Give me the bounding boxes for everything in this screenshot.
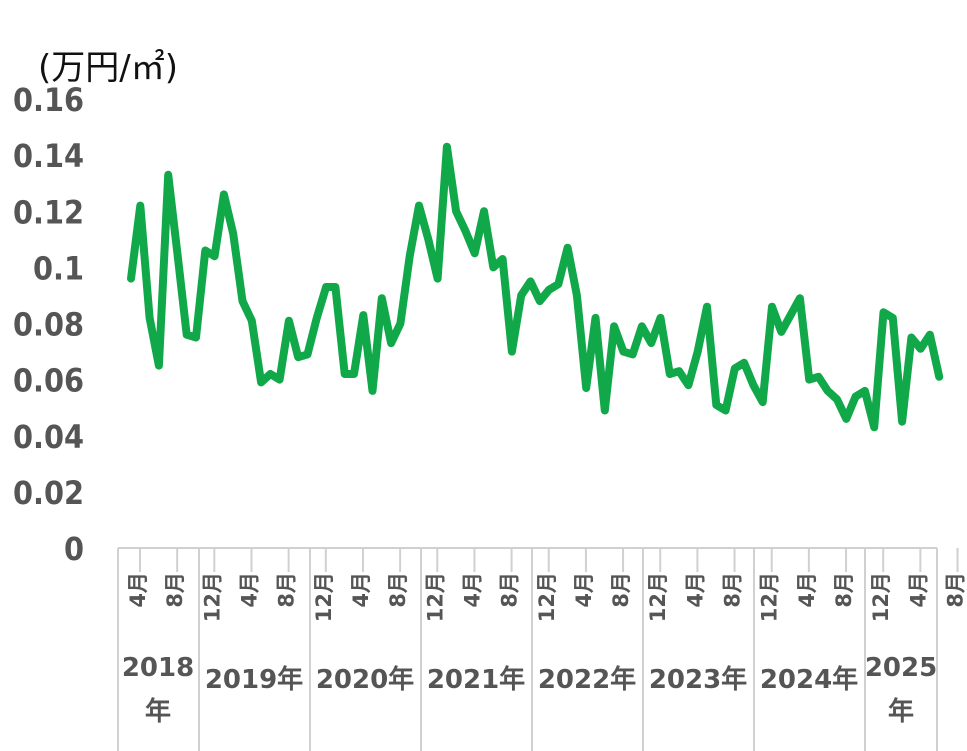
x-tick-label: 4月 <box>126 572 150 608</box>
year-label: 2022年 <box>538 664 636 695</box>
x-tick-label: 4月 <box>683 572 707 608</box>
x-tick-label: 12月 <box>646 572 670 622</box>
x-tick-label: 8月 <box>163 572 187 608</box>
year-label: 2019年 <box>205 664 303 695</box>
x-tick-label: 8月 <box>386 572 410 608</box>
y-tick-label: 0 <box>64 530 84 568</box>
x-tick-label: 4月 <box>795 572 819 608</box>
y-tick-label: 0.14 <box>13 137 84 175</box>
y-tick-label: 0.1 <box>33 249 84 287</box>
x-tick-label: 12月 <box>535 572 559 622</box>
x-tick-label: 12月 <box>200 572 224 622</box>
y-tick-label: 0.12 <box>13 193 84 231</box>
x-tick-label: 4月 <box>237 572 261 608</box>
x-tick-label: 4月 <box>906 572 930 608</box>
year-label: 2023年 <box>649 664 747 695</box>
year-label: 2018 <box>122 653 194 683</box>
x-tick-label: 8月 <box>721 572 745 608</box>
x-tick-label: 8月 <box>498 572 522 608</box>
x-tick-label: 8月 <box>944 572 967 608</box>
year-label: 2020年 <box>316 664 414 695</box>
x-tick-label: 12月 <box>312 572 336 622</box>
x-tick-label: 8月 <box>275 572 299 608</box>
y-axis-unit-label: (万円/㎡) <box>38 48 178 88</box>
y-tick-label: 0.04 <box>13 418 84 456</box>
year-label: 2024年 <box>760 664 858 695</box>
x-tick-label: 8月 <box>609 572 633 608</box>
x-tick-label: 4月 <box>572 572 596 608</box>
x-tick-label: 12月 <box>758 572 782 622</box>
year-label: 年 <box>888 696 914 727</box>
x-tick-label: 8月 <box>832 572 856 608</box>
x-tick-label: 12月 <box>423 572 447 622</box>
year-label: 2021年 <box>427 664 525 695</box>
y-tick-label: 0.16 <box>13 81 84 119</box>
year-label: 年 <box>145 696 171 727</box>
x-tick-label: 4月 <box>460 572 484 608</box>
x-tick-label: 4月 <box>349 572 373 608</box>
y-tick-label: 0.06 <box>13 362 84 400</box>
y-tick-label: 0.08 <box>13 306 84 344</box>
year-label: 2025 <box>865 653 937 683</box>
series-line <box>127 142 944 432</box>
x-tick-label: 12月 <box>869 572 893 622</box>
y-tick-label: 0.02 <box>13 474 84 512</box>
